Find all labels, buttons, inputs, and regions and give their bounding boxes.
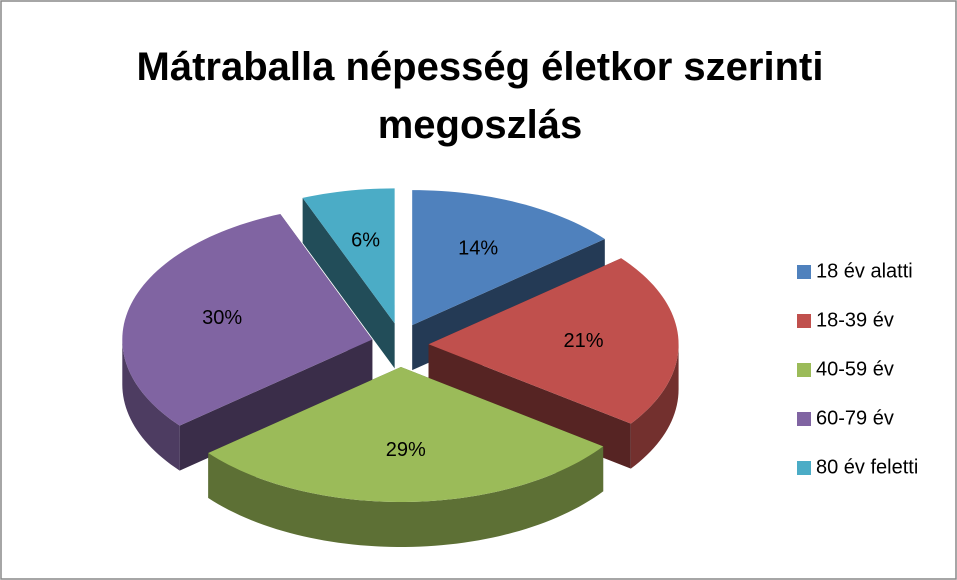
pie-slice	[412, 190, 605, 326]
slice-side	[179, 339, 373, 471]
chart-title: Mátraballa népesség életkor szerinti meg…	[136, 45, 824, 147]
legend-label: 18-39 év	[816, 309, 894, 331]
slice-side	[302, 197, 395, 369]
data-label: 29%	[386, 439, 426, 461]
pie-slice	[302, 188, 395, 324]
legend-swatch	[797, 314, 811, 328]
pie-slice	[208, 366, 604, 502]
data-label: 21%	[563, 330, 603, 352]
data-label: 14%	[458, 238, 498, 260]
legend-label: 40-59 év	[816, 358, 894, 380]
legend-label: 18 év alatti	[816, 260, 913, 282]
legend-swatch	[797, 461, 811, 475]
pie-slice	[428, 258, 679, 424]
legend-label: 60-79 év	[816, 407, 894, 429]
pie-slice	[122, 214, 373, 426]
legend-swatch	[797, 363, 811, 377]
slice-wall	[208, 446, 604, 547]
legend-label: 80 év feletti	[816, 456, 918, 478]
data-label: 6%	[351, 229, 380, 251]
slice-wall	[122, 339, 180, 471]
legend-swatch	[797, 412, 811, 426]
slice-wall	[630, 344, 679, 469]
data-label: 30%	[202, 307, 242, 329]
legend-swatch	[797, 265, 811, 279]
